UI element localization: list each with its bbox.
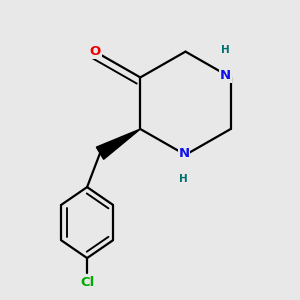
Text: Cl: Cl xyxy=(80,276,94,289)
Polygon shape xyxy=(96,129,140,159)
Text: H: H xyxy=(221,45,230,55)
Text: H: H xyxy=(179,174,188,184)
Text: O: O xyxy=(89,45,101,58)
Text: N: N xyxy=(220,69,231,82)
Text: N: N xyxy=(178,147,189,160)
